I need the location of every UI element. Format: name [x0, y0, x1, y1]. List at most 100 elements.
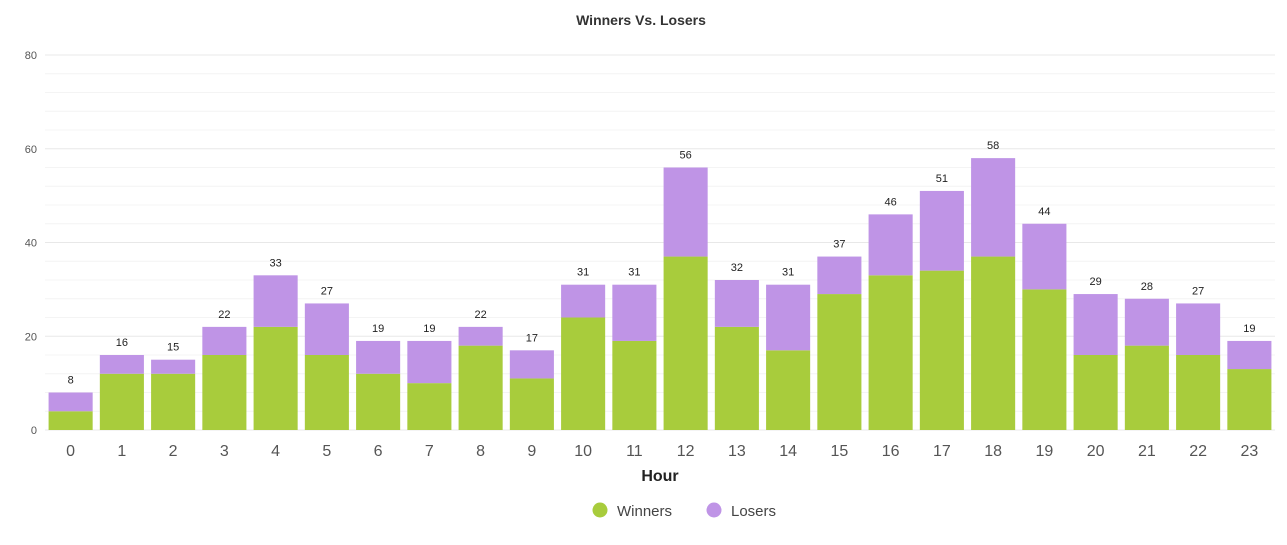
bar-total-labels: 8 16 15 22 33 27 19 19 22 17 31 31 56 32 31 37 46 51 58 44 2…	[68, 140, 1256, 386]
bar-losers	[48, 392, 93, 412]
bar-winners	[663, 256, 708, 430]
legend-swatch-losers	[706, 502, 722, 518]
x-tick-label: 18	[984, 443, 1002, 460]
bar-losers	[714, 280, 759, 327]
x-tick-label: 10	[574, 443, 592, 460]
bar-total-label: 31	[628, 267, 640, 279]
x-tick-label: 1	[117, 443, 126, 460]
bar-winners	[714, 326, 759, 430]
legend-label-losers: Losers	[731, 503, 776, 520]
bar-losers	[1227, 340, 1272, 370]
y-tick-label: 0	[31, 425, 37, 437]
bar-losers	[919, 190, 964, 271]
bar-winners	[356, 373, 401, 430]
x-tick-label: 7	[425, 443, 434, 460]
x-tick-label: 2	[169, 443, 178, 460]
x-tick-label: 6	[374, 443, 383, 460]
bar-total-label: 17	[526, 332, 538, 344]
bar-total-label: 31	[782, 267, 794, 279]
legend-swatch-winners	[592, 502, 608, 518]
bar-losers	[663, 167, 708, 257]
bar-winners	[766, 350, 811, 430]
x-tick-label: 11	[626, 443, 643, 460]
bar-total-label: 58	[987, 140, 999, 152]
x-tick-label: 17	[933, 443, 951, 460]
bar-total-label: 19	[1243, 323, 1255, 335]
bar-winners	[919, 270, 964, 430]
x-axis-label: Hour	[641, 468, 678, 485]
y-tick-label: 40	[25, 238, 37, 250]
x-tick-label: 5	[322, 443, 331, 460]
chart-title: Winners Vs. Losers	[576, 12, 706, 28]
bar-losers	[304, 303, 349, 355]
y-tick-label: 20	[25, 331, 37, 343]
bar-total-label: 16	[116, 337, 128, 349]
x-tick-label: 12	[677, 443, 695, 460]
bar-winners	[1227, 369, 1272, 430]
x-tick-label: 3	[220, 443, 229, 460]
y-tick-label: 80	[25, 50, 37, 62]
bar-winners	[151, 373, 196, 430]
x-tick-label: 13	[728, 443, 746, 460]
bar-total-label: 29	[1090, 276, 1102, 288]
y-tick-label: 60	[25, 144, 37, 156]
bar-total-label: 46	[885, 196, 897, 208]
bar-winners	[1176, 355, 1221, 430]
bar-losers	[99, 355, 144, 374]
bar-winners	[1124, 345, 1169, 430]
bar-losers	[253, 275, 298, 327]
bar-total-label: 27	[1192, 285, 1204, 297]
bar-winners	[407, 383, 452, 430]
bar-winners	[202, 355, 247, 430]
bar-total-label: 22	[218, 309, 230, 321]
bar-total-label: 33	[270, 257, 282, 269]
bar-total-label: 22	[475, 309, 487, 321]
bar-total-label: 51	[936, 173, 948, 185]
legend-label-winners: Winners	[617, 503, 672, 520]
x-tick-label: 23	[1240, 443, 1258, 460]
bar-total-label: 15	[167, 342, 179, 354]
bars	[48, 158, 1272, 430]
bar-losers	[458, 326, 503, 346]
legend: Winners Losers	[592, 502, 776, 520]
bar-total-label: 56	[680, 150, 692, 162]
bar-winners	[509, 378, 554, 430]
bar-losers	[561, 284, 606, 318]
bar-losers	[612, 284, 657, 341]
bar-losers	[817, 256, 862, 295]
x-tick-label: 9	[527, 443, 536, 460]
x-tick-label: 21	[1138, 443, 1156, 460]
x-tick-label: 19	[1035, 443, 1053, 460]
bar-winners	[971, 256, 1016, 430]
grid-lines	[45, 54, 1275, 431]
bar-winners	[253, 326, 298, 430]
bar-losers	[1176, 303, 1221, 355]
x-tick-label: 4	[271, 443, 280, 460]
bar-total-label: 31	[577, 267, 589, 279]
bar-total-label: 19	[423, 323, 435, 335]
bar-winners	[612, 340, 657, 430]
bar-winners	[1022, 289, 1067, 430]
bar-winners	[304, 355, 349, 430]
bar-losers	[356, 340, 401, 374]
x-axis-ticks: 0 1 2 3 4 5 6 7 8 9 10 11 12 13 14 15 16 17 18 19 20 21 22 23	[66, 443, 1258, 460]
bar-total-label: 28	[1141, 281, 1153, 293]
bar-total-label: 19	[372, 323, 384, 335]
bar-winners	[561, 317, 606, 430]
bar-losers	[202, 326, 247, 355]
y-axis-ticks: 0 20 40 60 80	[25, 50, 37, 437]
bar-winners	[458, 345, 503, 430]
x-tick-label: 14	[779, 443, 797, 460]
bar-losers	[1022, 223, 1067, 290]
bar-losers	[509, 350, 554, 379]
bar-total-label: 37	[833, 239, 845, 251]
bar-total-label: 44	[1038, 206, 1050, 218]
bar-total-label: 32	[731, 262, 743, 274]
bar-winners	[817, 294, 862, 430]
bar-losers	[407, 340, 452, 384]
bar-winners	[1073, 355, 1118, 430]
bar-losers	[151, 359, 196, 374]
x-tick-label: 15	[830, 443, 848, 460]
